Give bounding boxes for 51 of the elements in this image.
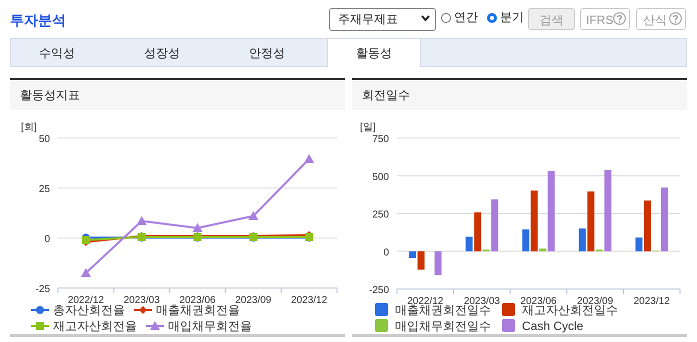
point bbox=[136, 216, 147, 225]
bar bbox=[660, 188, 668, 252]
text: 산식 bbox=[636, 8, 686, 30]
y-tick-label: 50 bbox=[38, 134, 50, 145]
bar bbox=[635, 238, 642, 252]
x-tick-label: 2023/12 bbox=[291, 295, 328, 306]
y-axis-title: [일] bbox=[360, 122, 376, 133]
text: IFRS bbox=[580, 8, 630, 30]
y-tick-label: 0 bbox=[44, 234, 50, 245]
point bbox=[248, 211, 258, 220]
point bbox=[304, 154, 314, 163]
text: 검색 bbox=[528, 8, 575, 30]
bar bbox=[474, 212, 482, 252]
text: 활동성 bbox=[327, 38, 421, 67]
y-tick-label: -250 bbox=[368, 285, 390, 296]
bar bbox=[409, 251, 416, 258]
bar bbox=[491, 199, 498, 252]
text: 분기 bbox=[500, 9, 524, 26]
bar bbox=[604, 170, 612, 252]
text: 성장성 bbox=[143, 45, 181, 62]
text: 투자분석 bbox=[10, 12, 66, 30]
legend-label: 재고자산회전율 bbox=[53, 318, 137, 334]
bar bbox=[644, 200, 651, 252]
point bbox=[192, 223, 202, 232]
legend-label: 매입채무회전일수 bbox=[395, 318, 491, 334]
bar bbox=[530, 190, 538, 252]
y-tick-label: 25 bbox=[38, 184, 50, 195]
y-tick-label: 750 bbox=[372, 134, 390, 145]
y-tick-label: 250 bbox=[372, 210, 390, 220]
y-tick-label: 500 bbox=[372, 172, 390, 183]
bar bbox=[578, 228, 586, 252]
legend-label: 매입채무회전율 bbox=[168, 318, 252, 334]
chart-title: 활동성지표 bbox=[10, 80, 345, 110]
bar bbox=[548, 171, 555, 252]
text: 수익성 bbox=[38, 45, 76, 62]
bar bbox=[434, 251, 442, 276]
bar bbox=[466, 236, 473, 252]
point bbox=[80, 268, 91, 277]
text: 연간 bbox=[454, 9, 478, 26]
bar bbox=[418, 251, 425, 270]
y-tick-label: 0 bbox=[383, 247, 390, 258]
y-axis-title: [회] bbox=[21, 122, 37, 133]
y-tick-label: -25 bbox=[36, 284, 50, 295]
text: 안정성 bbox=[248, 45, 286, 62]
bar bbox=[522, 229, 530, 252]
legend-label: Cash Cycle bbox=[522, 319, 584, 333]
bar bbox=[587, 191, 594, 252]
bar bbox=[539, 248, 546, 252]
chart-title: 회전일수 bbox=[352, 80, 687, 110]
text: 주재무제표 bbox=[329, 8, 436, 31]
x-tick-label: 2023/12 bbox=[634, 296, 670, 307]
